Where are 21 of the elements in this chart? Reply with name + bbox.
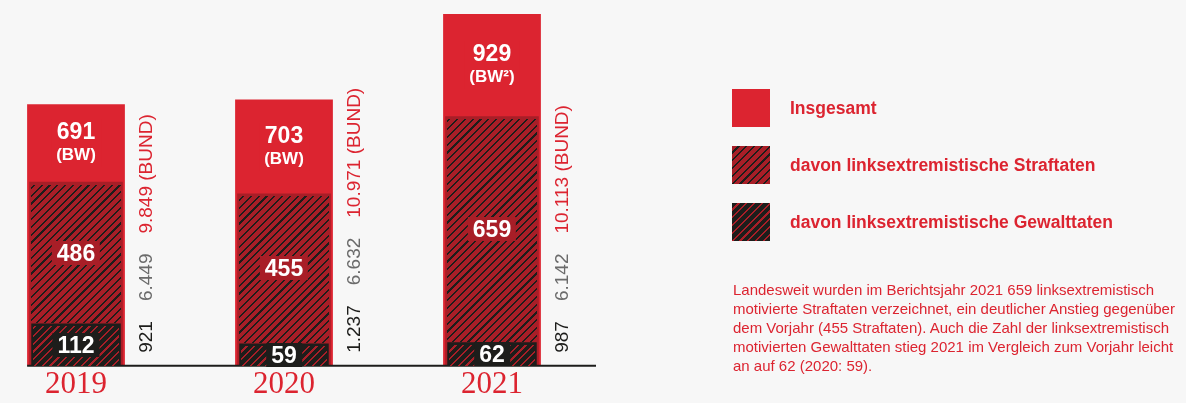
- annotation: 6.449: [135, 253, 157, 302]
- data-label: 659: [472, 216, 512, 243]
- annotation: 10.971 (BUND): [343, 87, 365, 218]
- data-label: 691 (BW): [56, 117, 96, 166]
- x-tick-label: 2019: [45, 364, 107, 400]
- annotation: 9.849 (BUND): [135, 114, 157, 234]
- annotation: 6.142: [551, 253, 573, 302]
- legend-label: davon linksextremistische Straftaten: [790, 154, 1096, 176]
- legend-label: Insgesamt: [790, 97, 877, 119]
- data-label: 486: [56, 239, 96, 266]
- data-label: 455: [264, 255, 304, 282]
- annotation: 6.632: [343, 237, 365, 286]
- annotation: 10.113 (BUND): [551, 105, 573, 234]
- annotation: 1.237: [343, 305, 365, 353]
- annotation: 987: [551, 321, 573, 353]
- data-label: 703 (BW): [264, 121, 304, 170]
- text: Landesweit wurden im Berichtsjahr 2021 659 linksextremistisch motivierte Straftaten verzeichnet, ein deutlicher Anstieg gegenüber dem Vorjahr (455 Straftaten). Auch die Zahl der linksextremistisch motivierten Gewalttaten stieg 2021 im Vergleich zum Vorjahr leicht an auf 62 (2020: 59).: [733, 280, 1176, 375]
- data-label: 929 (BW²): [469, 40, 515, 89]
- data-label: 112: [57, 331, 95, 358]
- legend-label: davon linksextremistische Gewalttaten: [790, 211, 1113, 233]
- annotation: 921: [135, 321, 157, 353]
